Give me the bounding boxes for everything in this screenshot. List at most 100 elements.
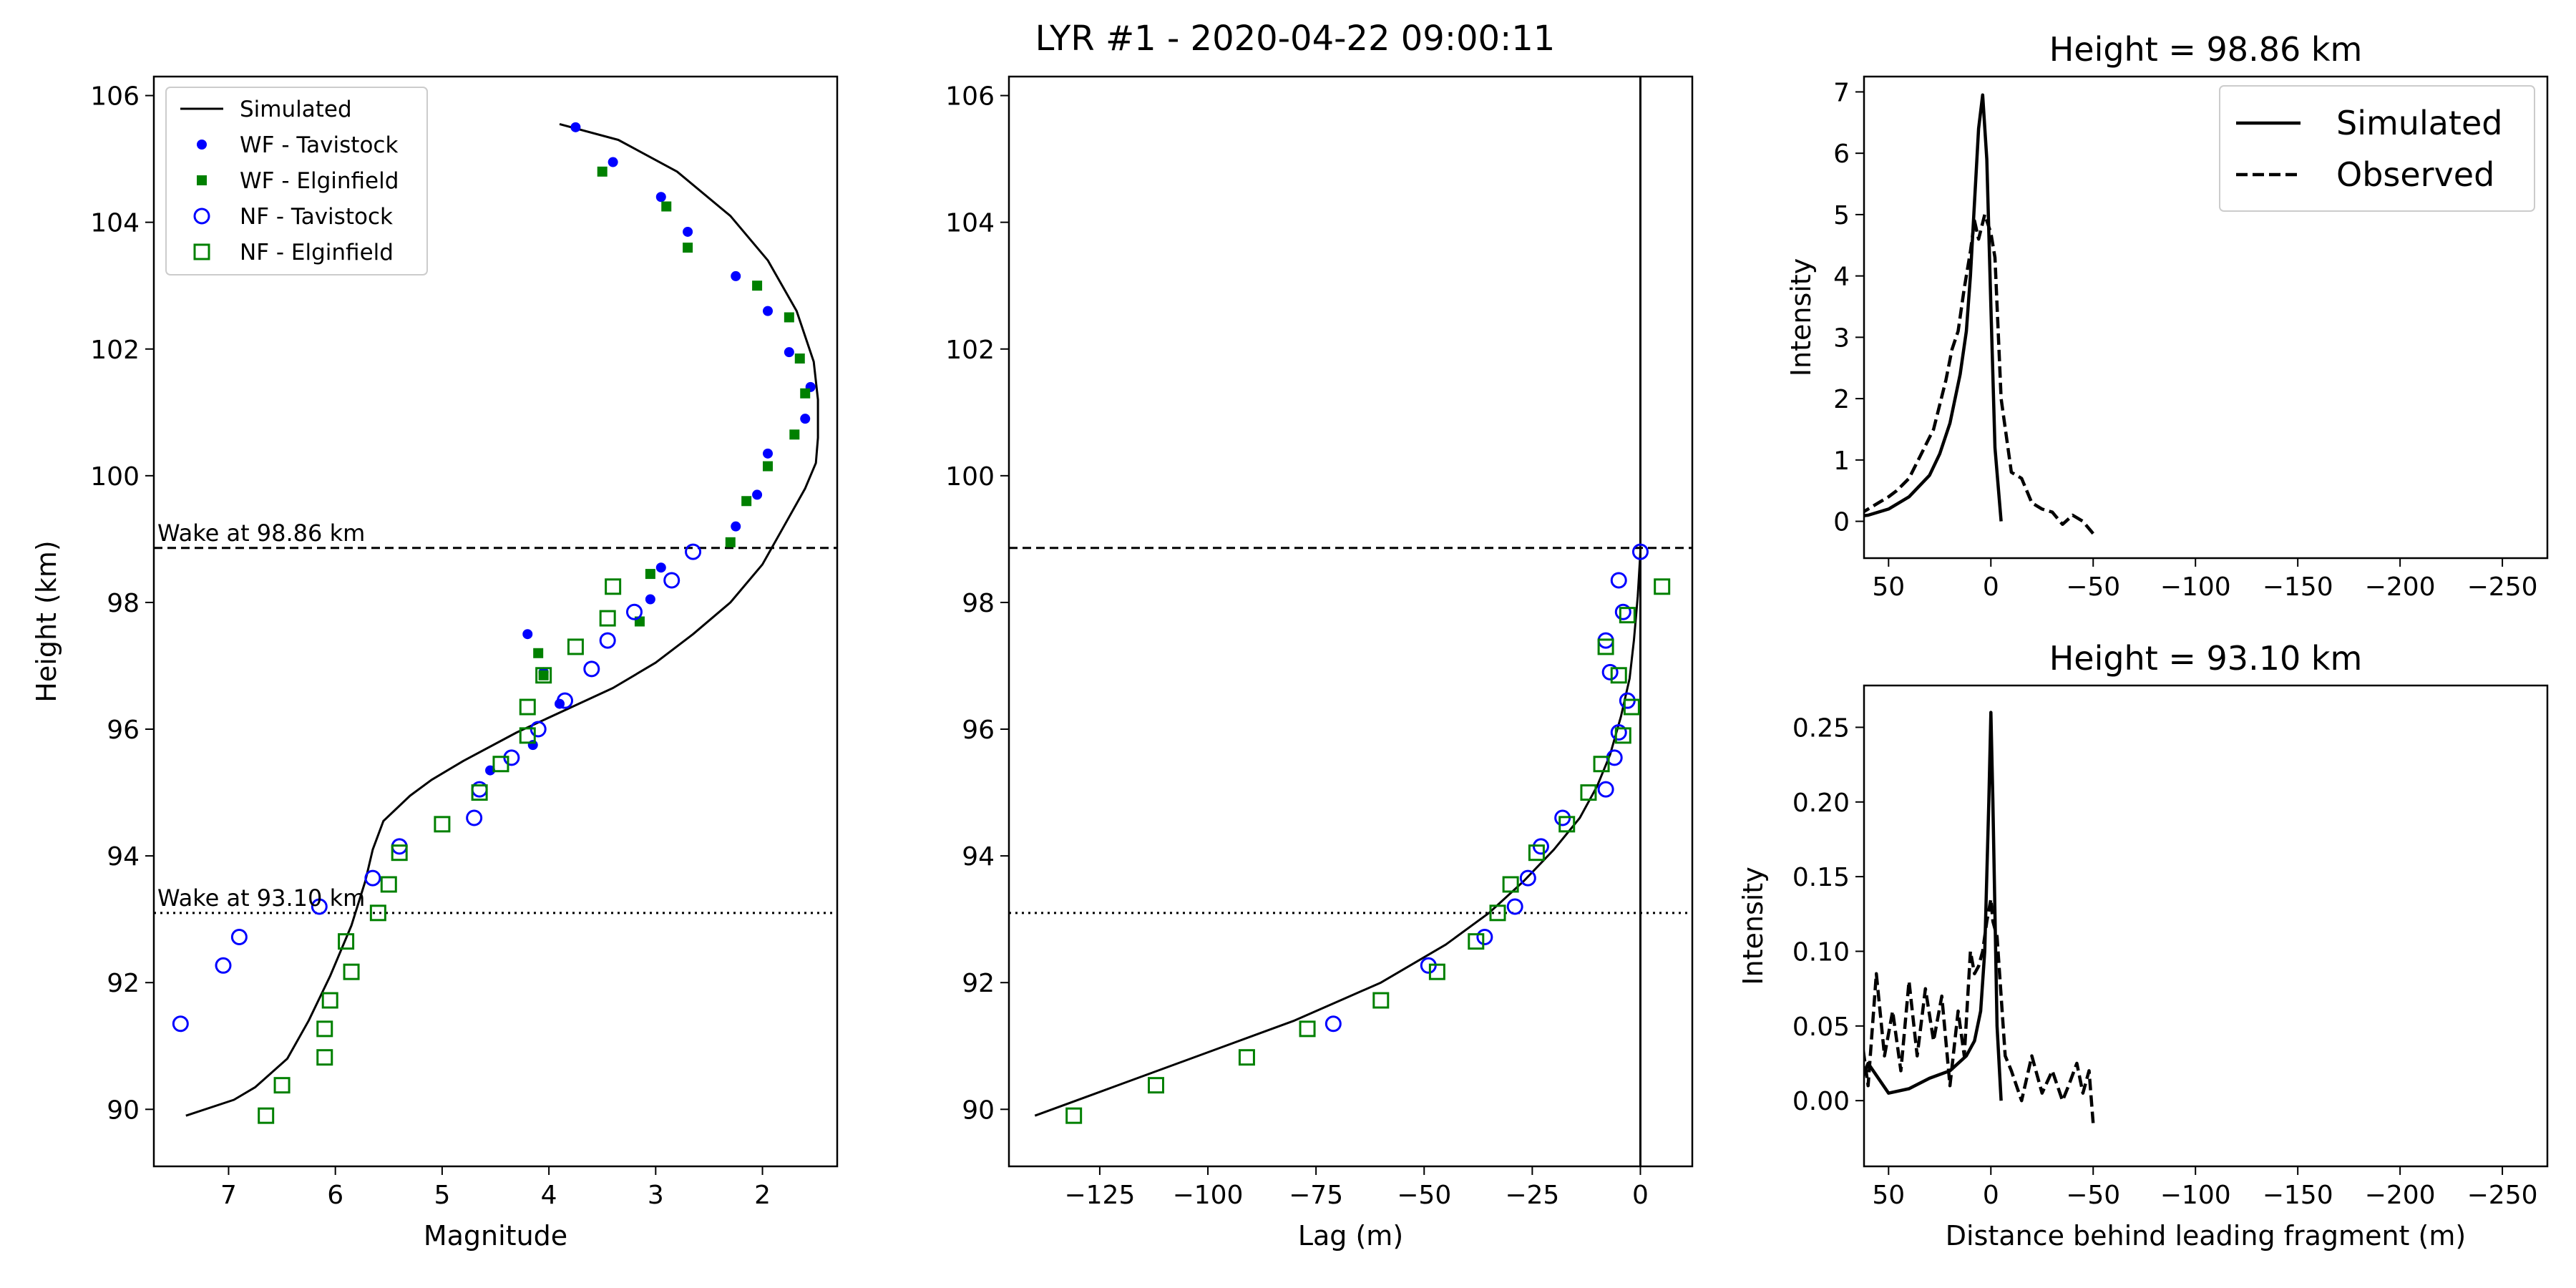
- data-point-nf-tavistock: [1631, 543, 1649, 560]
- data-point-wf-elginfield: [752, 280, 763, 291]
- x-tick-label: 2: [754, 1181, 771, 1210]
- data-point-nf-elginfield: [1489, 904, 1506, 922]
- legend-marker-icon: [193, 208, 210, 225]
- y-axis-label: Intensity: [1785, 258, 1817, 376]
- legend-label: Simulated: [240, 97, 352, 122]
- x-tick-label: −250: [2467, 572, 2538, 602]
- legend-label: NF - Tavistock: [240, 204, 393, 230]
- y-tick-label: 104: [90, 209, 140, 238]
- data-point-nf-elginfield: [343, 963, 360, 980]
- data-point-wf-tavistock: [731, 270, 741, 281]
- x-tick-label: −50: [1397, 1181, 1451, 1210]
- data-point-nf-tavistock: [1601, 663, 1619, 680]
- plot-area: [154, 122, 837, 1124]
- legend-label: WF - Elginfield: [240, 168, 399, 194]
- data-point-nf-elginfield: [519, 698, 536, 716]
- data-point-nf-tavistock: [599, 632, 616, 649]
- data-point-wf-tavistock: [784, 347, 794, 358]
- data-point-nf-elginfield: [380, 876, 397, 893]
- x-axis-label: Distance behind leading fragment (m): [1946, 1220, 2466, 1252]
- y-tick-label: 0.10: [1792, 937, 1850, 967]
- y-tick-label: 100: [945, 462, 995, 492]
- data-point-nf-elginfield: [1148, 1077, 1165, 1094]
- y-tick-label: 5: [1833, 201, 1850, 230]
- data-point-nf-tavistock: [1519, 869, 1536, 887]
- magnitude-panel: 7 6 5 4 3 2 90 92 94 96 98 100 102 104 106 Magnitude Hei…: [31, 75, 839, 1252]
- x-tick-label: −50: [2066, 1181, 2120, 1210]
- y-tick-label: 104: [945, 209, 995, 238]
- data-point-wf-elginfield: [741, 496, 752, 507]
- data-point-nf-elginfield: [599, 610, 616, 627]
- legend-label: Simulated: [2336, 104, 2502, 142]
- data-point-nf-tavistock: [625, 603, 643, 620]
- y-tick-label: 96: [107, 716, 140, 745]
- intensity-panel-bottom: 50 0 −50 −100 −150 −200 −250 0.00 0.05 0.10 0.15 0.…: [1737, 639, 2549, 1252]
- data-point-nf-tavistock: [556, 692, 573, 709]
- legend-marker-icon: [197, 140, 207, 150]
- data-point-nf-elginfield: [1502, 876, 1519, 893]
- x-tick-label: −150: [2263, 1181, 2333, 1210]
- data-point-nf-elginfield: [316, 1049, 333, 1066]
- y-tick-label: 94: [107, 842, 140, 872]
- data-point-nf-elginfield: [1610, 667, 1627, 684]
- x-tick-label: −200: [2365, 1181, 2436, 1210]
- y-tick-label: 92: [962, 969, 995, 998]
- y-tick-label: 90: [962, 1096, 995, 1125]
- data-point-nf-elginfield: [316, 1020, 333, 1038]
- x-tick-label: −200: [2365, 572, 2436, 602]
- plot-area: [1864, 711, 2095, 1123]
- data-point-wf-tavistock: [683, 226, 693, 237]
- data-point-nf-elginfield: [1614, 727, 1631, 744]
- x-tick-label: 6: [327, 1181, 343, 1210]
- x-tick-label: −25: [1505, 1181, 1559, 1210]
- data-point-wf-tavistock: [763, 448, 774, 459]
- series-line-simulated: [185, 122, 819, 1117]
- data-point-nf-elginfield: [1593, 756, 1610, 773]
- data-point-nf-tavistock: [1506, 898, 1523, 915]
- x-axis-label: Magnitude: [424, 1220, 567, 1252]
- y-tick-label: 98: [962, 589, 995, 618]
- y-tick-label: 0.15: [1792, 863, 1850, 892]
- x-tick-label: −250: [2467, 1181, 2538, 1210]
- data-point-wf-tavistock: [522, 629, 533, 640]
- data-point-nf-elginfield: [338, 933, 355, 950]
- data-point-wf-tavistock: [570, 122, 581, 132]
- data-point-wf-elginfield: [597, 166, 608, 177]
- y-tick-label: 100: [90, 462, 140, 492]
- series-line-simulated: [1864, 711, 2003, 1101]
- data-point-wf-tavistock: [527, 740, 538, 751]
- panel-title: Height = 93.10 km: [2049, 639, 2363, 678]
- x-tick-label: −125: [1064, 1181, 1135, 1210]
- data-point-nf-tavistock: [1476, 928, 1493, 945]
- lag-panel: −125 −100 −75 −50 −25 0 90 92 94 96 98 100 102 104 106…: [945, 75, 1694, 1252]
- x-tick-label: 0: [1983, 572, 1999, 602]
- data-point-wf-elginfield: [789, 429, 800, 440]
- data-point-nf-tavistock: [230, 928, 248, 945]
- data-point-nf-elginfield: [258, 1107, 275, 1124]
- legend-box: [2219, 85, 2535, 212]
- data-point-wf-tavistock: [763, 306, 774, 316]
- axes-frame: [1863, 684, 2549, 1168]
- legend: Simulated WF - Tavistock WF - Elginfield NF…: [165, 87, 428, 275]
- data-point-nf-elginfield: [1372, 992, 1390, 1009]
- data-point-wf-tavistock: [800, 414, 811, 424]
- data-point-nf-elginfield: [1238, 1049, 1255, 1066]
- data-point-wf-elginfield: [533, 648, 544, 658]
- data-point-wf-elginfield: [763, 461, 774, 472]
- y-tick-label: 96: [962, 716, 995, 745]
- data-point-nf-tavistock: [364, 869, 381, 887]
- y-tick-label: 102: [90, 336, 140, 365]
- y-tick-label: 0.00: [1792, 1087, 1850, 1116]
- data-point-nf-elginfield: [605, 578, 622, 595]
- y-tick-label: 92: [107, 969, 140, 998]
- data-point-nf-elginfield: [1299, 1020, 1316, 1038]
- data-point-nf-elginfield: [391, 844, 408, 862]
- y-tick-label: 1: [1833, 447, 1850, 476]
- plot-area: [1009, 77, 1692, 1166]
- figure-title: LYR #1 - 2020-04-22 09:00:11: [1035, 19, 1556, 59]
- plot-area: [1864, 93, 2094, 535]
- data-point-nf-tavistock: [1324, 1015, 1342, 1033]
- data-point-wf-tavistock: [608, 157, 618, 167]
- series-line-observed: [1864, 213, 2094, 535]
